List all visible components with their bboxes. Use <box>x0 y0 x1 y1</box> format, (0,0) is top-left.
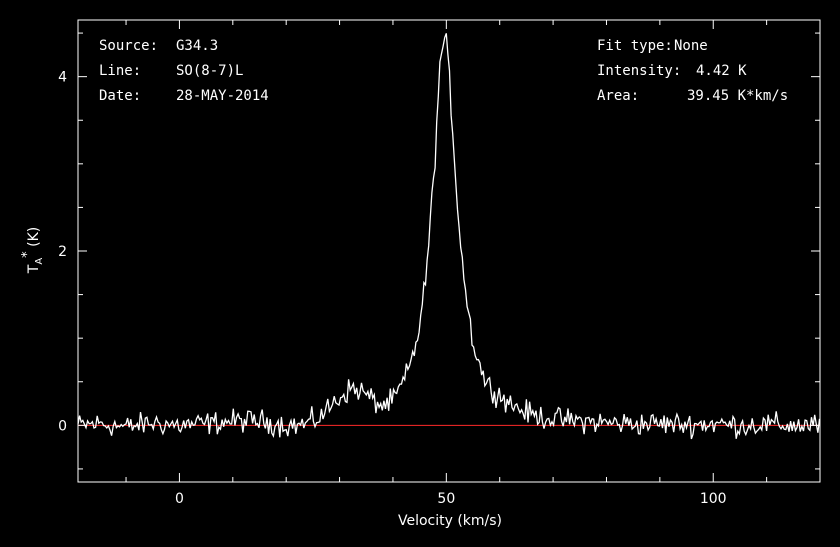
line-label: Line: <box>99 63 141 79</box>
line-value: SO(8-7)L <box>176 63 243 79</box>
x-tick-label: 100 <box>700 491 727 507</box>
x-axis-label: Velocity (km/s) <box>398 513 502 529</box>
spectrum-series-line <box>77 33 821 440</box>
date-value: 28-MAY-2014 <box>176 88 269 104</box>
y-axis-label-sup: * <box>20 251 35 258</box>
area-value: 39.45 K*km/s <box>687 88 788 104</box>
fit-type-value: None <box>674 38 708 54</box>
area-label: Area: <box>597 88 639 104</box>
y-tick-label: 2 <box>58 244 67 260</box>
x-tick-label: 0 <box>175 491 184 507</box>
fit-type-label: Fit type: <box>597 38 673 54</box>
y-tick-label: 4 <box>58 70 67 86</box>
y-axis-label-unit: (K) <box>26 227 42 252</box>
axis-ticks: 0 50 100 0 2 4 <box>58 20 821 507</box>
y-tick-label: 0 <box>58 418 67 434</box>
intensity-label: Intensity: <box>597 63 681 79</box>
source-label: Source: <box>99 38 158 54</box>
y-axis-label: TA* (K) <box>20 227 45 274</box>
source-value: G34.3 <box>176 38 218 54</box>
intensity-value: 4.42 K <box>696 63 747 79</box>
y-axis-label-sub: A <box>34 258 45 265</box>
x-tick-label: 50 <box>437 491 455 507</box>
date-label: Date: <box>99 88 141 104</box>
y-axis-label-main: T <box>26 264 42 274</box>
